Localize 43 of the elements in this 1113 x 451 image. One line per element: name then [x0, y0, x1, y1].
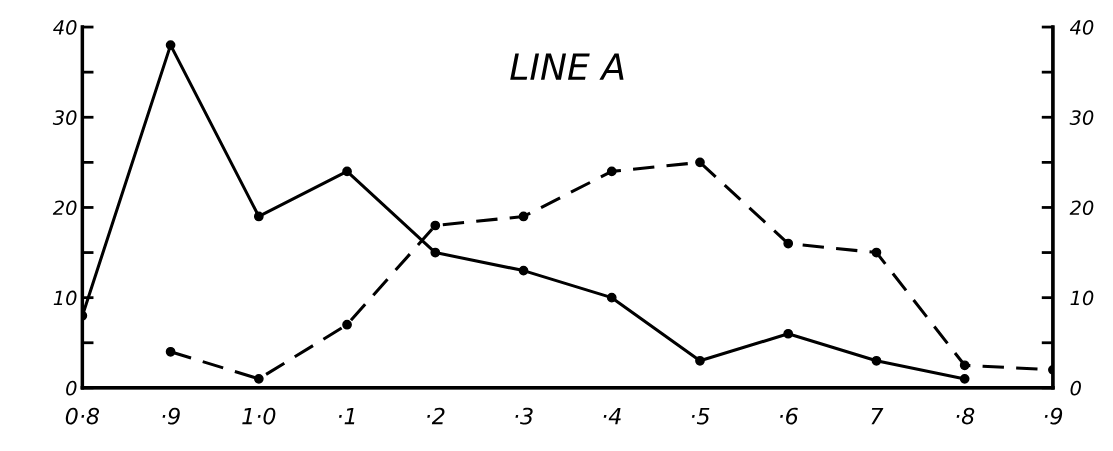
y2-tick-label: 30 — [1069, 110, 1094, 125]
point — [783, 238, 794, 249]
point — [959, 360, 970, 371]
point — [253, 211, 264, 222]
y-tick-label: 20 — [52, 200, 77, 216]
text: LINE A — [510, 53, 624, 80]
x-tick-label: ·4 — [603, 407, 621, 425]
point — [871, 355, 882, 366]
y-tick-label: 0 — [66, 380, 77, 396]
point — [783, 328, 794, 339]
point — [430, 220, 441, 231]
x-tick-label: ·6 — [780, 407, 798, 425]
point — [518, 265, 529, 276]
x-tick-label: ·2 — [427, 407, 445, 425]
y-tick-label: 10 — [53, 290, 77, 306]
point — [871, 247, 882, 258]
x-tick-label: ·8 — [956, 407, 975, 425]
point — [606, 166, 617, 177]
point — [165, 40, 176, 50]
point — [430, 247, 441, 258]
point — [342, 319, 352, 330]
point — [606, 292, 617, 303]
y-tick-label: 40 — [53, 20, 77, 35]
point — [959, 373, 970, 384]
x-tick-label: ·5 — [691, 407, 710, 425]
point — [518, 211, 529, 222]
point — [695, 355, 705, 366]
x-tick-label: 7 — [871, 407, 884, 425]
y2-tick-label: 20 — [1069, 200, 1094, 216]
x-tick-label: 0·8 — [65, 407, 100, 425]
x-tick-label: ·9 — [1044, 407, 1063, 425]
y2-tick-label: 10 — [1070, 290, 1094, 306]
x-tick-label: ·9 — [162, 407, 180, 425]
x-tick-label: ·1 — [338, 407, 355, 425]
x-tick-label: 1·0 — [242, 407, 276, 425]
point — [165, 346, 176, 357]
x-tick-label: ·3 — [515, 407, 533, 425]
y2-tick-label: 40 — [1069, 20, 1094, 35]
point — [253, 373, 264, 384]
y2-tick-label: 0 — [1070, 380, 1081, 396]
point — [695, 157, 705, 168]
point — [342, 166, 352, 177]
y-tick-label: 30 — [52, 110, 77, 125]
